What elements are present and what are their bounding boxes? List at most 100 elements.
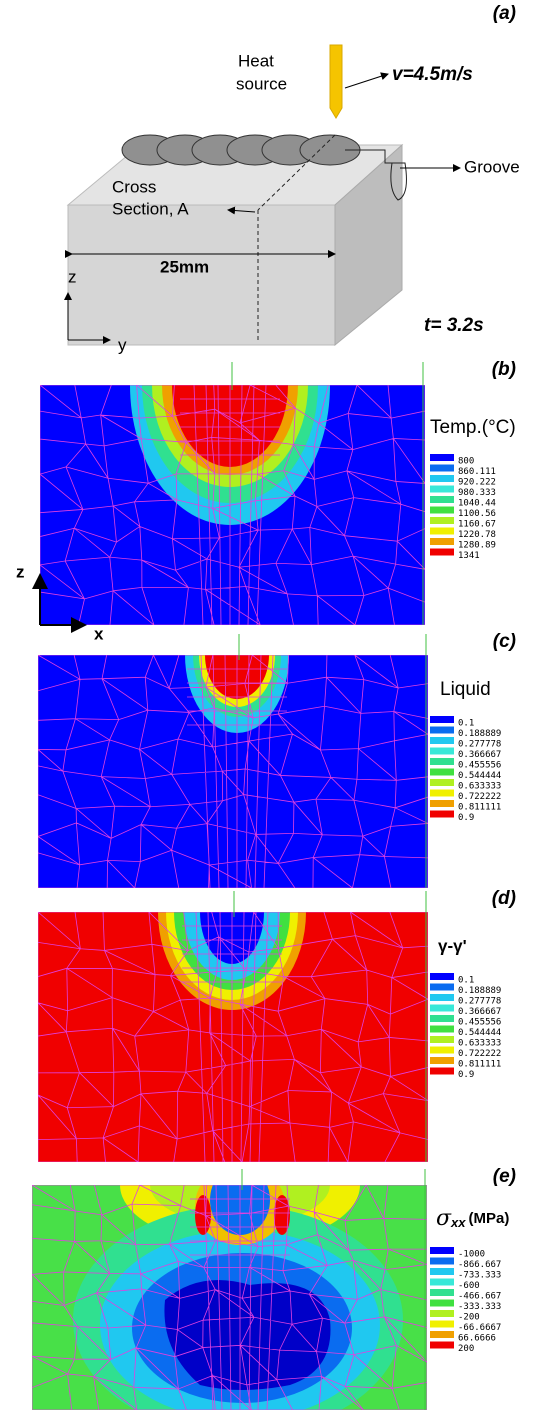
panel-label: (d) bbox=[492, 888, 516, 909]
legend-label: -733.333 bbox=[458, 1271, 501, 1281]
label: Cross bbox=[112, 177, 156, 196]
legend-swatch bbox=[430, 1057, 454, 1064]
legend-title: Liquid bbox=[440, 679, 491, 700]
legend-label: 860.111 bbox=[458, 467, 496, 477]
panel-label: (a) bbox=[493, 3, 516, 24]
legend-swatch bbox=[430, 506, 454, 514]
legend-label: -200 bbox=[458, 1313, 480, 1323]
legend-swatch bbox=[430, 994, 454, 1001]
legend-swatch bbox=[430, 1268, 454, 1275]
legend-swatch bbox=[430, 496, 454, 503]
legend-swatch bbox=[430, 1310, 454, 1317]
label: Groove bbox=[464, 157, 520, 176]
legend-label: 0.1 bbox=[458, 976, 474, 986]
legend-label: 1100.56 bbox=[458, 509, 496, 519]
label: t= 3.2s bbox=[424, 315, 484, 336]
legend-label: -333.333 bbox=[458, 1302, 501, 1312]
legend-swatch bbox=[430, 1257, 454, 1265]
label: Heat bbox=[238, 51, 274, 70]
contour bbox=[164, 1280, 331, 1390]
legend-label: 800 bbox=[458, 457, 474, 467]
legend-swatch bbox=[430, 983, 454, 991]
legend-title: γ-γ' bbox=[438, 936, 467, 955]
legend-label: 0.455556 bbox=[458, 761, 501, 771]
legend-swatch bbox=[430, 527, 454, 535]
panel: (e) σxx (MPa) -1000-866.667-733.333-600-466… bbox=[32, 1166, 516, 1410]
legend-title: Temp.(°C) bbox=[430, 417, 516, 438]
legend-label: 200 bbox=[458, 1344, 474, 1354]
unit: (MPa) bbox=[469, 1210, 510, 1227]
legend-swatch bbox=[430, 1015, 454, 1022]
legend-label: 0.188889 bbox=[458, 986, 501, 996]
legend-swatch bbox=[430, 758, 454, 765]
mesh bbox=[38, 912, 428, 1162]
legend-label: 920.222 bbox=[458, 478, 496, 488]
arrow bbox=[344, 72, 389, 89]
legend-label: 0.455556 bbox=[458, 1018, 501, 1028]
box-side bbox=[334, 143, 403, 347]
legend-label: 0.277778 bbox=[458, 997, 501, 1007]
legend-swatch bbox=[430, 1046, 454, 1054]
legend-swatch bbox=[430, 789, 454, 797]
arrow bbox=[227, 206, 256, 215]
legend-swatch bbox=[430, 1247, 454, 1254]
legend-swatch bbox=[430, 1004, 454, 1012]
legend-label: 0.366667 bbox=[458, 750, 501, 760]
axis-label: x bbox=[94, 624, 104, 643]
legend-label: 1160.67 bbox=[458, 520, 496, 530]
legend-swatch bbox=[430, 485, 454, 493]
legend-swatch bbox=[430, 475, 454, 482]
legend-label: 1341 bbox=[458, 551, 480, 561]
axis-label: z bbox=[16, 562, 25, 581]
legend-swatch bbox=[430, 1341, 454, 1349]
label: source bbox=[236, 74, 287, 93]
heat-source bbox=[329, 44, 343, 119]
legend-label: 0.633333 bbox=[458, 1039, 501, 1049]
panel-label: (e) bbox=[493, 1166, 516, 1187]
legend-label: 1280.89 bbox=[458, 541, 496, 551]
legend-swatch bbox=[430, 548, 454, 556]
legend-label: -600 bbox=[458, 1281, 480, 1291]
label: z bbox=[68, 267, 77, 286]
contour-plot bbox=[38, 912, 428, 1162]
legend-label: 66.6666 bbox=[458, 1334, 496, 1344]
legend-label: 1220.78 bbox=[458, 530, 496, 540]
legend-label: 0.722222 bbox=[458, 1049, 501, 1059]
panel: (d) γ-γ' 0.10.1888890.2777780.3666670.4555… bbox=[38, 888, 516, 1162]
label: Section, A bbox=[112, 199, 189, 218]
legend-swatch bbox=[430, 737, 454, 744]
legend-label: 0.544444 bbox=[458, 771, 501, 781]
legend-swatch bbox=[430, 1278, 454, 1286]
legend-swatch bbox=[430, 1036, 454, 1043]
legend-label: 0.277778 bbox=[458, 740, 501, 750]
subscript: xx bbox=[450, 1215, 466, 1230]
legend-swatch bbox=[430, 538, 454, 545]
contour-plot bbox=[38, 655, 428, 888]
legend-swatch bbox=[430, 1025, 454, 1033]
legend-label: 0.811111 bbox=[458, 1060, 501, 1070]
panel: (b) Temp.(°C) 800860.111920.222980.3331040… bbox=[16, 359, 516, 643]
legend-label: 0.1 bbox=[458, 719, 474, 729]
label: v=4.5m/s bbox=[392, 64, 473, 85]
legend-label: 0.188889 bbox=[458, 729, 501, 739]
panel-label: (b) bbox=[492, 359, 516, 380]
legend-label: -866.667 bbox=[458, 1260, 501, 1270]
legend-label: 1040.44 bbox=[458, 499, 496, 509]
legend-label: 0.633333 bbox=[458, 782, 501, 792]
weld-beads bbox=[121, 134, 361, 166]
contour bbox=[195, 1195, 211, 1235]
legend-swatch bbox=[430, 1299, 454, 1307]
legend-swatch bbox=[430, 810, 454, 818]
legend-label: 0.811111 bbox=[458, 803, 501, 813]
legend-label: 0.544444 bbox=[458, 1028, 501, 1038]
legend-swatch bbox=[430, 716, 454, 723]
legend-label: -1000 bbox=[458, 1250, 485, 1260]
legend-label: 980.333 bbox=[458, 488, 496, 498]
section-line bbox=[257, 134, 336, 211]
label: 25mm bbox=[160, 257, 209, 276]
legend-label: 0.9 bbox=[458, 1070, 474, 1080]
legend-swatch bbox=[430, 1067, 454, 1075]
panel: (c) Liquid 0.10.1888890.2777780.3666670.45… bbox=[38, 631, 516, 888]
label: y bbox=[118, 335, 127, 354]
